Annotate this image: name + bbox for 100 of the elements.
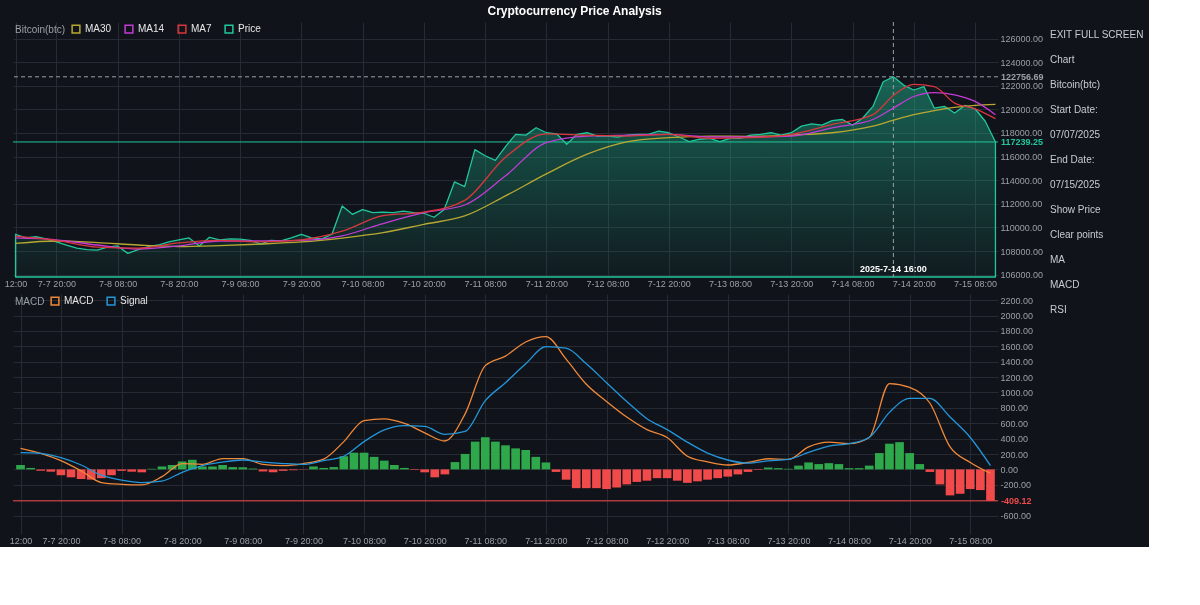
x-tick-label: 7-12 08:00 xyxy=(586,278,630,289)
bar xyxy=(541,462,551,470)
y-tick-label: 2000.00 xyxy=(1000,311,1034,322)
x-tick-label: 7-13 08:00 xyxy=(709,278,753,289)
x-tick-label: 7-11 08:00 xyxy=(464,278,507,289)
y-tick-label: 200.00 xyxy=(1000,449,1029,460)
bar xyxy=(925,469,935,472)
x-tick-label: 7-7 20:00 xyxy=(37,278,76,289)
x-tick-label: 7-12 20:00 xyxy=(646,535,690,546)
y-tick-label: 1200.00 xyxy=(1000,372,1034,383)
text: End Date: xyxy=(1050,153,1095,165)
legend-label: Signal xyxy=(120,295,148,307)
x-tick-label: 7-14 08:00 xyxy=(828,535,872,546)
y-tick-label: 122000.00 xyxy=(1000,81,1044,92)
x-tick-label: 7-14 08:00 xyxy=(831,278,875,289)
x-tick-label: 7-9 08:00 xyxy=(224,535,263,546)
ref-line-label: 2025-7-14 16:00 xyxy=(860,264,927,274)
x-tick-label: 7-15 08:00 xyxy=(954,278,998,289)
x-tick-label: 7-9 20:00 xyxy=(282,278,321,289)
y-tick-label: 118000.00 xyxy=(1000,128,1043,139)
text: Chart xyxy=(1050,53,1075,65)
x-tick-label: 7-8 08:00 xyxy=(99,278,138,289)
x-tick-label: 7-11 08:00 xyxy=(464,535,507,546)
x-tick-label: 7-10 20:00 xyxy=(403,535,447,546)
x-tick-label: 7-13 20:00 xyxy=(770,278,814,289)
text: EXIT FULL SCREEN xyxy=(1050,28,1144,40)
x-tick-label: 7-12 08:00 xyxy=(585,535,629,546)
x-tick-label: 7-8 08:00 xyxy=(103,535,142,546)
y-tick-label: 124000.00 xyxy=(1000,57,1044,68)
y-tick-label: 116000.00 xyxy=(1000,152,1043,163)
text: Clear points xyxy=(1050,228,1104,240)
bar xyxy=(733,469,743,475)
x-tick-label: 7-7 20:00 xyxy=(42,535,81,546)
x-tick-label: 7-13 20:00 xyxy=(767,535,811,546)
y-tick-label: 106000.00 xyxy=(1000,270,1044,281)
x-tick-label: 7-10 08:00 xyxy=(343,535,387,546)
bar xyxy=(66,469,76,478)
y-tick-label: 1600.00 xyxy=(1000,341,1034,352)
y-tick-label: -200.00 xyxy=(1000,480,1032,491)
x-tick-label: 7-10 08:00 xyxy=(341,278,385,289)
y-tick-label: 400.00 xyxy=(1000,434,1029,445)
y-tick-label: 112000.00 xyxy=(1000,199,1043,210)
y-tick-label: 1000.00 xyxy=(1000,387,1034,398)
bar xyxy=(440,469,450,475)
bar xyxy=(935,469,945,485)
legend-title: MACD xyxy=(15,296,45,307)
bar xyxy=(642,469,652,481)
bar xyxy=(460,453,470,470)
y-tick-label: 1800.00 xyxy=(1000,326,1034,337)
bar xyxy=(561,469,571,480)
bar xyxy=(743,469,753,472)
text: 07/15/2025 xyxy=(1050,178,1101,190)
text: MACD xyxy=(1050,278,1080,290)
y-tick-label: 114000.00 xyxy=(1000,175,1043,186)
x-tick-label: 7-8 20:00 xyxy=(163,535,202,546)
legend-title: Bitcoin(btc) xyxy=(15,24,66,35)
y-tick-label: 120000.00 xyxy=(1000,104,1044,115)
bar xyxy=(945,469,955,496)
text: Start Date: xyxy=(1050,103,1098,115)
bar xyxy=(551,469,561,472)
x-tick-label: 7-9 20:00 xyxy=(284,535,323,546)
legend-label: MA7 xyxy=(191,23,212,35)
bar xyxy=(268,469,278,473)
x-tick-label: 7-14 20:00 xyxy=(892,278,936,289)
text: RSI xyxy=(1050,303,1067,315)
bar xyxy=(632,469,642,482)
x-tick-label: 7-10 20:00 xyxy=(402,278,446,289)
chart-title: Cryptocurrency Price Analysis xyxy=(487,3,663,18)
y-tick-label: 600.00 xyxy=(1000,418,1029,429)
y-tick-label: 800.00 xyxy=(1000,403,1029,414)
x-tick-label: 7-8 20:00 xyxy=(160,278,199,289)
bar xyxy=(652,469,662,479)
x-tick-label: 7-11 20:00 xyxy=(525,535,568,546)
bar xyxy=(662,469,672,479)
x-tick-label: 7-12 20:00 xyxy=(647,278,691,289)
text: Bitcoin(btc) xyxy=(1050,78,1101,90)
text: Show Price xyxy=(1050,203,1102,215)
y-tick-label: 2200.00 xyxy=(1000,295,1034,306)
legend-label: Price xyxy=(238,23,262,35)
legend-label: MA14 xyxy=(138,23,165,35)
ref-line-label: -409.12 xyxy=(1001,495,1032,506)
legend-label: MA30 xyxy=(85,23,112,35)
x-tick-label: 7-15 08:00 xyxy=(949,535,993,546)
x-tick-label: 12:00 xyxy=(4,278,28,289)
bar xyxy=(157,466,167,470)
y-tick-label: 108000.00 xyxy=(1000,246,1044,257)
y-tick-label: 0.00 xyxy=(1000,464,1019,475)
y-tick-label: 110000.00 xyxy=(1000,222,1043,233)
y-tick-label: -600.00 xyxy=(1000,511,1032,522)
x-tick-label: 12:00 xyxy=(9,535,33,546)
y-tick-label: 126000.00 xyxy=(1000,34,1044,45)
legend-label: MACD xyxy=(64,295,94,307)
x-tick-label: 7-13 08:00 xyxy=(706,535,750,546)
text: 07/07/2025 xyxy=(1050,128,1101,140)
x-tick-label: 7-11 20:00 xyxy=(525,278,569,289)
text: MA xyxy=(1050,253,1066,265)
y-tick-label: 1400.00 xyxy=(1000,357,1034,368)
ref-line-label: 117239.25 xyxy=(1001,136,1044,147)
x-tick-label: 7-9 08:00 xyxy=(221,278,260,289)
bar xyxy=(56,469,66,476)
